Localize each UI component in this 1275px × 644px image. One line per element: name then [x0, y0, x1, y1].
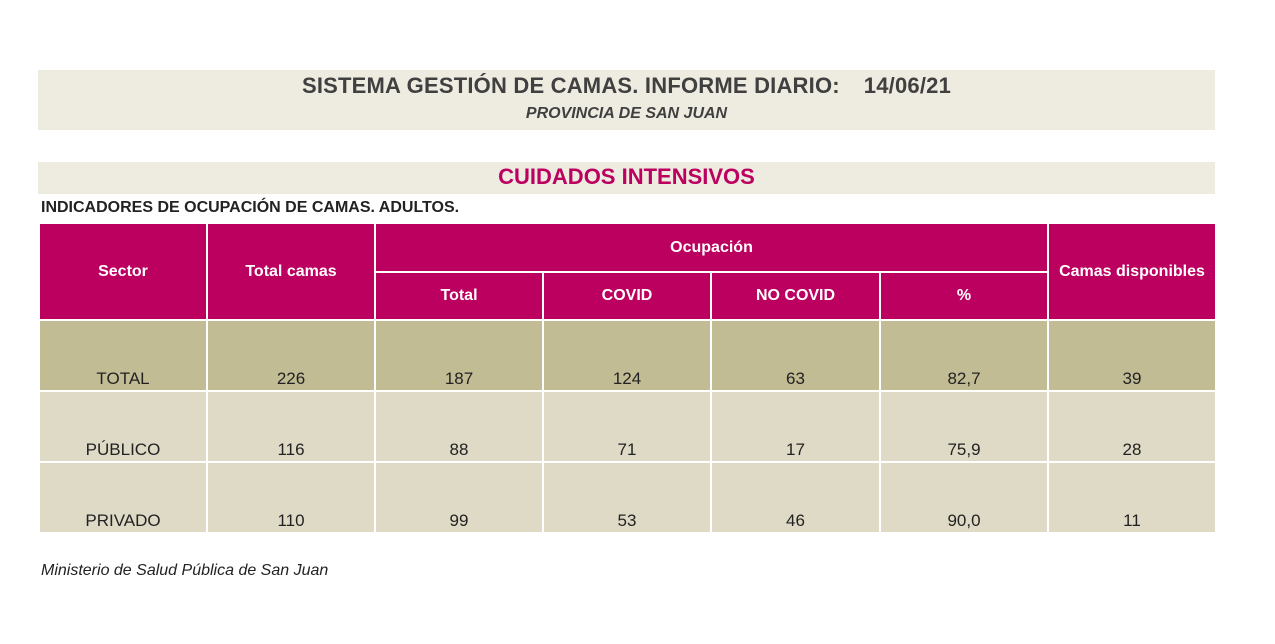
cell-no-covid: 63	[710, 319, 881, 392]
section-header: CUIDADOS INTENSIVOS	[38, 162, 1215, 194]
column-header-total-camas: Total camas	[206, 222, 376, 321]
table-row-publico: PÚBLICO 116 88 71 17 75,9 28	[38, 390, 1217, 463]
cell-total-camas: 116	[206, 390, 376, 463]
section-title: CUIDADOS INTENSIVOS	[498, 164, 755, 189]
report-date: 14/06/21	[863, 73, 952, 98]
report-header: SISTEMA GESTIÓN DE CAMAS. INFORME DIARIO…	[38, 70, 1215, 130]
cell-sector: PRIVADO	[38, 461, 208, 534]
cell-percent: 90,0	[879, 461, 1049, 534]
cell-percent: 82,7	[879, 319, 1049, 392]
cell-percent: 75,9	[879, 390, 1049, 463]
cell-total-camas: 110	[206, 461, 376, 534]
report-title-text: SISTEMA GESTIÓN DE CAMAS. INFORME DIARIO…	[301, 73, 840, 98]
column-header-ocupacion-total: Total	[374, 271, 544, 321]
cell-ocupacion-total: 99	[374, 461, 544, 534]
cell-covid: 53	[542, 461, 712, 534]
table-row-privado: PRIVADO 110 99 53 46 90,0 11	[38, 461, 1217, 534]
cell-no-covid: 46	[710, 461, 881, 534]
occupancy-table: Sector Total camas Ocupación Camas dispo…	[38, 222, 1217, 534]
cell-covid: 71	[542, 390, 712, 463]
column-header-covid: COVID	[542, 271, 712, 321]
report-title: SISTEMA GESTIÓN DE CAMAS. INFORME DIARIO…	[38, 73, 1215, 99]
cell-camas-disponibles: 11	[1047, 461, 1217, 534]
column-header-ocupacion: Ocupación	[374, 222, 1049, 273]
column-header-no-covid: NO COVID	[710, 271, 881, 321]
cell-covid: 124	[542, 319, 712, 392]
cell-ocupacion-total: 88	[374, 390, 544, 463]
cell-ocupacion-total: 187	[374, 319, 544, 392]
cell-sector: TOTAL	[38, 319, 208, 392]
cell-camas-disponibles: 28	[1047, 390, 1217, 463]
cell-camas-disponibles: 39	[1047, 319, 1217, 392]
table-subheading: INDICADORES DE OCUPACIÓN DE CAMAS. ADULT…	[41, 199, 460, 216]
table-row-total: TOTAL 226 187 124 63 82,7 39	[38, 319, 1217, 392]
cell-no-covid: 17	[710, 390, 881, 463]
column-header-sector: Sector	[38, 222, 208, 321]
cell-total-camas: 226	[206, 319, 376, 392]
column-header-camas-disponibles: Camas disponibles	[1047, 222, 1217, 321]
report-subtitle: PROVINCIA DE SAN JUAN	[525, 105, 728, 122]
column-header-percent: %	[879, 271, 1049, 321]
footer-source: Ministerio de Salud Pública de San Juan	[41, 562, 329, 579]
cell-sector: PÚBLICO	[38, 390, 208, 463]
